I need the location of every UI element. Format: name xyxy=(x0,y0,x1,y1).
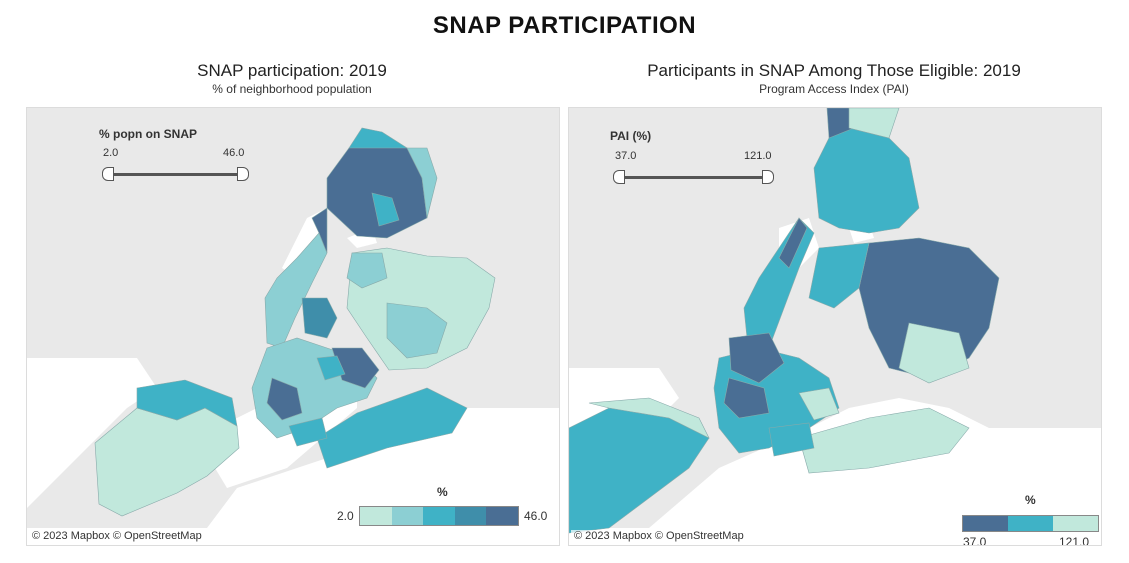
map-water xyxy=(27,358,157,508)
right-range-slider-track[interactable] xyxy=(622,176,764,179)
region-sunset-park xyxy=(266,377,303,421)
right-map-attribution[interactable]: © 2023 Mapbox © OpenStreetMap xyxy=(571,530,747,542)
left-panel-title: SNAP participation: 2019 xyxy=(197,61,387,80)
left-filter-max: 46.0 xyxy=(223,147,245,159)
region-queens-east xyxy=(898,322,970,384)
region-rockaway xyxy=(316,387,468,469)
region-sunset-park xyxy=(723,377,770,419)
region-bronx-north xyxy=(348,127,409,149)
right-filter-max: 121.0 xyxy=(744,150,772,162)
region-harlem xyxy=(311,207,328,254)
region-queens-central xyxy=(386,302,448,359)
region-brooklyn-north xyxy=(728,332,785,384)
left-legend-title: % xyxy=(437,485,448,499)
right-slider-min-handle[interactable] xyxy=(613,170,625,184)
left-legend-max: 46.0 xyxy=(524,509,548,523)
left-filter-label: % popn on SNAP xyxy=(99,127,197,141)
region-staten-north xyxy=(588,397,710,439)
snap-participation-map[interactable]: % popn on SNAP 2.0 46.0 % 2.0 46.0 © 202… xyxy=(26,107,560,546)
region-brooklyn-north xyxy=(301,297,338,339)
region-coney-island xyxy=(768,422,815,457)
right-filter-min: 37.0 xyxy=(615,150,637,162)
region-queens-west xyxy=(808,242,870,309)
left-panel-subtitle: % of neighborhood population xyxy=(212,82,372,96)
map-canvas xyxy=(569,108,1101,545)
right-legend-max: 121.0 xyxy=(1059,535,1090,546)
map-water xyxy=(569,398,1101,545)
left-legend-color-scale xyxy=(359,506,519,526)
region-bronx-east xyxy=(406,147,438,219)
region-queens xyxy=(858,237,1000,379)
right-legend-color-scale xyxy=(962,515,1099,532)
right-filter-label: PAI (%) xyxy=(610,129,652,143)
left-legend-min: 2.0 xyxy=(337,509,354,523)
left-filter-min: 2.0 xyxy=(103,147,119,159)
left-range-slider-track[interactable] xyxy=(111,173,241,176)
right-panel-title: Participants in SNAP Among Those Eligibl… xyxy=(647,61,1021,80)
pai-map[interactable]: PAI (%) 37.0 121.0 % 37.0 121.0 © 2023 M… xyxy=(568,107,1102,546)
dashboard-title: SNAP PARTICIPATION xyxy=(432,12,697,39)
left-slider-max-handle[interactable] xyxy=(237,167,249,181)
right-slider-max-handle[interactable] xyxy=(762,170,774,184)
right-legend-title: % xyxy=(1025,493,1036,507)
region-flatlands xyxy=(798,387,840,421)
left-map-attribution[interactable]: © 2023 Mapbox © OpenStreetMap xyxy=(29,530,205,542)
region-harlem xyxy=(778,217,808,269)
region-rockaway xyxy=(798,407,970,474)
map-canvas xyxy=(27,108,559,545)
right-legend-min: 37.0 xyxy=(963,535,987,546)
right-panel-subtitle: Program Access Index (PAI) xyxy=(759,82,909,96)
region-flatbush xyxy=(316,355,346,381)
left-slider-min-handle[interactable] xyxy=(102,167,114,181)
region-queens-west xyxy=(346,252,388,289)
region-coney-island xyxy=(288,417,328,447)
region-bronx-north xyxy=(848,108,900,139)
region-staten-north xyxy=(136,379,238,427)
region-bronx-central xyxy=(371,192,400,227)
